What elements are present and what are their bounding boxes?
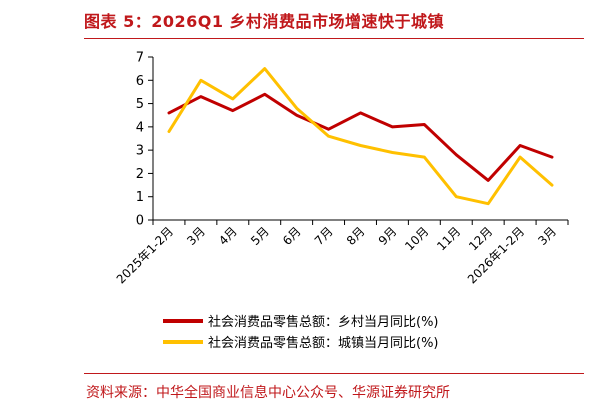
x-tick-label: 11月 (434, 224, 463, 253)
y-tick-label: 0 (136, 214, 144, 229)
y-tick-label: 1 (136, 190, 144, 205)
x-tick-label: 12月 (466, 224, 495, 253)
y-tick-label: 6 (136, 74, 144, 89)
x-tick-label: 2026年1-2月 (465, 224, 527, 286)
line-chart: 0 1 2 3 4 5 6 7 2025年1-2月 3月 4月 5月 6月 7月 8月 9月 10月 11月 12月… (114, 51, 569, 351)
source-note: 资料来源：中华全国商业信息中心公众号、华源证券研究所 (86, 385, 450, 401)
x-tick-label: 6月 (280, 224, 304, 248)
y-tick-label: 5 (136, 97, 144, 112)
legend-label-2: 社会消费品零售总额：城镇当月同比(%) (208, 335, 439, 351)
x-tick-label: 4月 (216, 224, 240, 248)
legend-label-1: 社会消费品零售总额：乡村当月同比(%) (208, 314, 439, 330)
source-divider (84, 373, 584, 374)
title-divider (84, 38, 584, 39)
x-tick-label: 8月 (344, 224, 368, 248)
x-tick-label: 9月 (376, 224, 400, 248)
x-tick-label: 10月 (402, 224, 431, 253)
figure-title: 图表 5：2026Q1 乡村消费品市场增速快于城镇 (84, 12, 445, 31)
x-tick-label: 7月 (312, 224, 336, 248)
x-tick-label: 3月 (535, 224, 559, 248)
series-line-1 (167, 92, 554, 182)
y-tick-label: 7 (136, 51, 144, 66)
y-tick-label: 2 (136, 167, 144, 182)
y-tick-label: 3 (136, 144, 144, 159)
x-tick-label: 2025年1-2月 (114, 224, 176, 286)
y-tick-label: 4 (136, 120, 144, 135)
x-tick-label: 5月 (248, 224, 272, 248)
x-tick-label: 3月 (184, 224, 208, 248)
series-line-2 (167, 67, 554, 206)
